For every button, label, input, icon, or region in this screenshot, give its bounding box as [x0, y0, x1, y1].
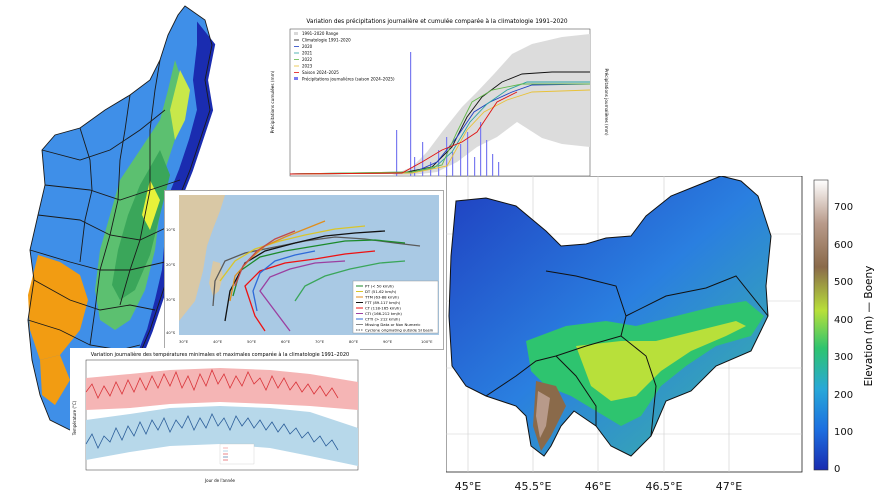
svg-text:10°S: 10°S — [166, 227, 176, 232]
precip-chart-title: Variation des précipitations journalière… — [306, 18, 568, 25]
svg-text:0: 0 — [834, 464, 840, 475]
svg-text:2023: 2023 — [302, 64, 313, 69]
precip-legend: 1991–2020 Range Climatologie 1991–2020 2… — [294, 31, 395, 82]
svg-text:PT (< 50 km/h): PT (< 50 km/h) — [365, 284, 394, 289]
svg-text:45°E: 45°E — [455, 480, 481, 493]
svg-text:45.5°E: 45.5°E — [515, 480, 552, 493]
svg-text:2022: 2022 — [302, 57, 313, 62]
elevation-colorbar — [813, 179, 829, 471]
svg-text:700: 700 — [834, 202, 853, 213]
svg-text:CTTI (> 212 km/h): CTTI (> 212 km/h) — [365, 317, 400, 322]
svg-text:2021: 2021 — [302, 51, 313, 56]
svg-text:300: 300 — [834, 352, 853, 363]
cyclone-map-africa — [179, 195, 225, 321]
svg-text:30°E: 30°E — [179, 339, 189, 344]
temp-max-band — [86, 368, 358, 410]
svg-text:100: 100 — [834, 427, 853, 438]
boeny-region — [449, 176, 771, 456]
precip-2023-line — [289, 89, 591, 175]
svg-text:500: 500 — [834, 277, 853, 288]
precip-climatology-line — [289, 71, 590, 175]
temp-min-band — [86, 406, 358, 466]
svg-text:46°E: 46°E — [585, 480, 611, 493]
svg-text:Saison 2024–2025: Saison 2024–2025 — [302, 70, 339, 75]
precip-ylabel-right: Précipitations journalières (mm) — [604, 69, 609, 136]
svg-text:CTI (166-212 km/h): CTI (166-212 km/h) — [365, 311, 402, 316]
temp-ylabel: Température (°C) — [72, 400, 77, 436]
temp-xlabel: Jour de l'année — [204, 478, 236, 483]
svg-text:40°E: 40°E — [213, 339, 223, 344]
temperature-chart: Variation journalière des températures m… — [70, 348, 360, 486]
precip-climatology-range — [392, 34, 590, 175]
svg-text:40°S: 40°S — [166, 330, 176, 335]
svg-text:90°E: 90°E — [383, 339, 393, 344]
colorbar-label: Elevation (m) — Boeny — [863, 266, 875, 387]
temp-max-line — [85, 368, 339, 399]
svg-text:2020: 2020 — [302, 44, 313, 49]
precip-2024-line — [289, 91, 518, 175]
precip-2022-line — [289, 83, 590, 175]
precip-2020-line — [289, 83, 591, 175]
svg-text:30°S: 30°S — [166, 297, 176, 302]
boeny-elevation-map: 45°E 45.5°E 46°E 46.5°E 47°E 700 600 500… — [446, 176, 884, 503]
svg-text:200: 200 — [834, 390, 853, 401]
svg-text:20°S: 20°S — [166, 262, 176, 267]
svg-text:600: 600 — [834, 240, 853, 251]
svg-text:1991–2020 Range: 1991–2020 Range — [302, 31, 339, 36]
temp-chart-title: Variation journalière des températures m… — [91, 351, 349, 358]
svg-text:46.5°E: 46.5°E — [646, 480, 683, 493]
svg-text:100°E: 100°E — [421, 339, 433, 344]
cyclone-legend: PT (< 50 km/h) DT (51-62 km/h) TTM (63-8… — [352, 280, 439, 334]
madagascar-southwest — [28, 255, 88, 360]
svg-text:DT (51-62 km/h): DT (51-62 km/h) — [365, 289, 397, 294]
svg-text:CT (118-165 km/h): CT (118-165 km/h) — [365, 306, 401, 311]
precip-ylabel-left: Précipitations cumulées (mm) — [270, 70, 275, 133]
svg-text:70°E: 70°E — [315, 339, 325, 344]
svg-text:TTM (63-88 km/h): TTM (63-88 km/h) — [364, 295, 399, 300]
svg-text:Précipitations journalières (s: Précipitations journalières (saison 2024… — [302, 77, 395, 82]
svg-text:47°E: 47°E — [716, 480, 742, 493]
svg-text:FTT (89-117 km/h): FTT (89-117 km/h) — [365, 300, 401, 305]
temp-legend — [219, 443, 255, 465]
svg-text:Climatologie 1991–2020: Climatologie 1991–2020 — [302, 38, 351, 43]
precipitation-chart: Variation des précipitations journalière… — [262, 12, 612, 190]
cyclone-track-map: PT (< 50 km/h) DT (51-62 km/h) TTM (63-8… — [164, 190, 444, 350]
svg-text:50°E: 50°E — [247, 339, 257, 344]
svg-text:400: 400 — [834, 315, 853, 326]
temp-min-line — [85, 413, 339, 451]
svg-text:Cyclone originating outside SI: Cyclone originating outside SI basin — [365, 328, 434, 333]
svg-text:80°E: 80°E — [349, 339, 359, 344]
svg-text:60°E: 60°E — [281, 339, 291, 344]
svg-text:Missing Data or Non Numeric: Missing Data or Non Numeric — [365, 322, 421, 327]
